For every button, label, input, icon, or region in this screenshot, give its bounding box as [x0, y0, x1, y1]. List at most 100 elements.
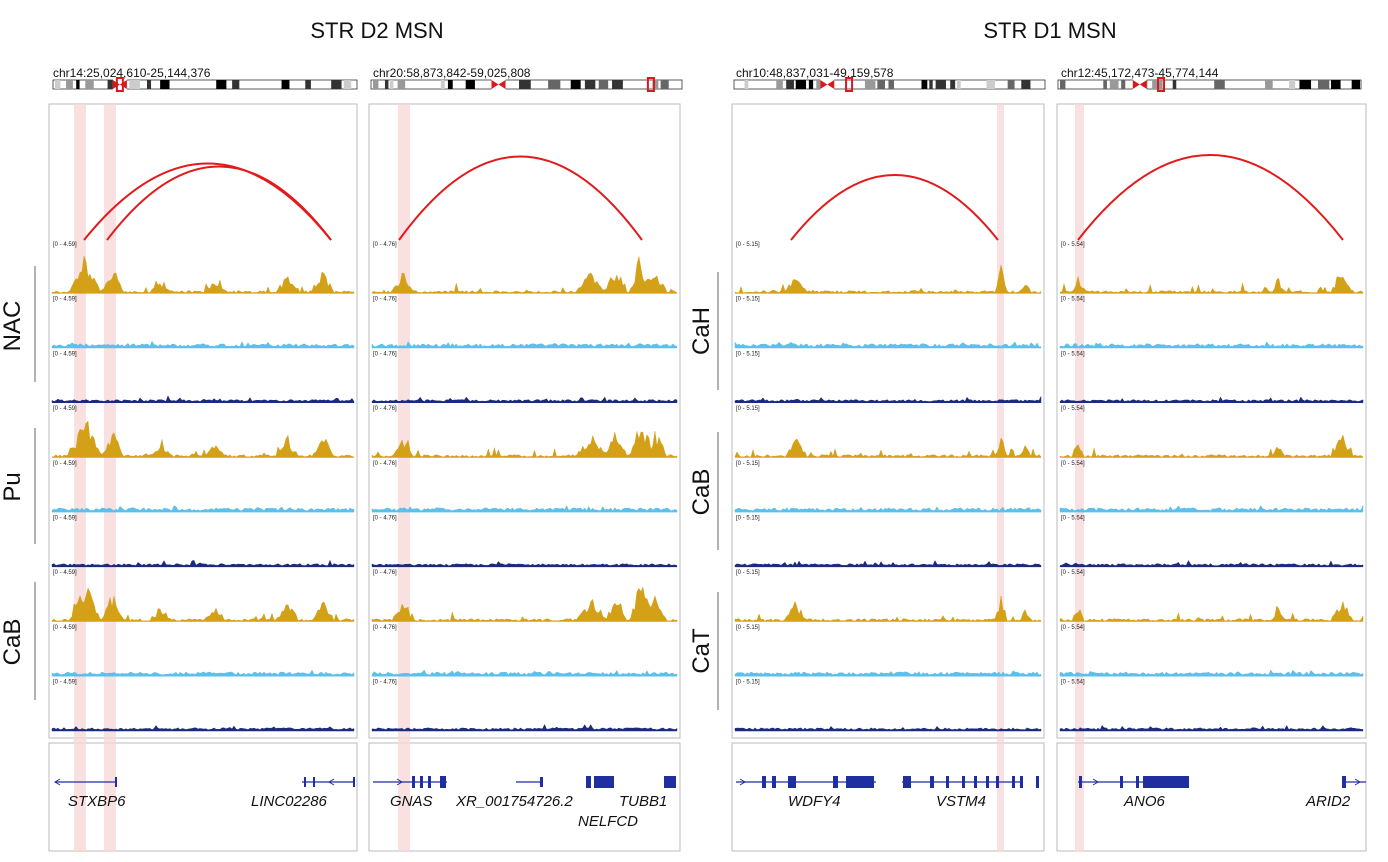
signal-track [734, 341, 1042, 348]
signal-track [371, 723, 678, 731]
track-scale-label: [0 - 4.76] [373, 516, 397, 522]
signal-track [1059, 559, 1364, 567]
signal-track [1059, 601, 1364, 622]
signal-tracks: [0 - 5.15] [0 - 5.15] [0 - 5.15] [0 - 5.15]… [734, 242, 1042, 732]
track-scale-label: [0 - 4.76] [373, 625, 397, 631]
panel-4-tracks-box [1056, 103, 1367, 739]
signal-track [734, 437, 1042, 458]
panel-2-tracks-box [368, 103, 681, 739]
track-scale-label: [0 - 5.15] [736, 516, 760, 522]
gene-label: STXBP6 [68, 793, 126, 810]
chromosome-ideogram [1057, 77, 1362, 92]
panel-4-region: chr12:45,172,473-45,774,144 [1061, 66, 1219, 80]
gene-label: TUBB1 [619, 793, 667, 810]
track-scale-label: [0 - 5.54] [1061, 516, 1085, 522]
gene-label: ARID2 [1305, 793, 1351, 810]
track-scale-label: [0 - 5.54] [1061, 297, 1085, 303]
signal-track [371, 505, 678, 513]
signal-track [1059, 341, 1364, 348]
gene-label: LINC02286 [251, 793, 328, 810]
signal-track [371, 669, 678, 677]
signal-track [1059, 276, 1364, 294]
signal-track [371, 396, 678, 403]
row-label-cab-d1: CaB [688, 469, 715, 516]
panel-4: chr12:45,172,473-45,774,144 [0 - 5.54][0… [1056, 66, 1367, 852]
signal-track [1059, 669, 1364, 677]
panel-3: chr10:48,837,031-49,159,578 [0 - 5.15][0… [731, 66, 1046, 852]
gene-label: XR_001754726.2 [455, 793, 573, 810]
track-scale-label: [0 - 5.15] [736, 625, 760, 631]
signal-track [371, 561, 678, 567]
loop-arc [1077, 154, 1344, 241]
signal-track [734, 264, 1042, 294]
signal-track [734, 506, 1042, 513]
signal-track [371, 431, 678, 458]
track-scale-label: [0 - 5.54] [1061, 461, 1085, 467]
signal-track [734, 396, 1042, 403]
signal-track [371, 256, 678, 294]
signal-tracks: [0 - 5.54] [0 - 5.54] [0 - 5.54] [0 - 5.54]… [1059, 242, 1364, 732]
track-scale-label: [0 - 5.15] [736, 680, 760, 686]
panel-3-tracks-box [731, 103, 1045, 739]
track-scale-label: [0 - 5.15] [736, 461, 760, 467]
loop-arc [106, 165, 332, 241]
signal-tracks: [0 - 4.59] [0 - 4.59] [0 - 4.59] [0 - 4.59]… [51, 242, 355, 732]
track-scale-label: [0 - 5.54] [1061, 570, 1085, 576]
signal-track [51, 255, 355, 294]
track-scale-label: [0 - 5.15] [736, 242, 760, 248]
signal-tracks: [0 - 4.76] [0 - 4.76] [0 - 4.76] [0 - 4.76]… [371, 242, 678, 732]
row-label-cat: CaT [688, 628, 715, 674]
panel-2: chr20:58,873,842-59,025,808 [0 - 4.76][0… [368, 66, 683, 852]
group-title-d1: STR D1 MSN [983, 18, 1116, 43]
signal-track [1059, 724, 1364, 731]
gene-label: WDFY4 [788, 793, 841, 810]
panel-3-genes-box [731, 742, 1045, 852]
loop-arc [398, 155, 643, 241]
track-scale-label: [0 - 5.15] [736, 351, 760, 357]
row-label-pu: Pu [0, 472, 26, 501]
track-scale-label: [0 - 4.59] [53, 406, 77, 412]
track-scale-label: [0 - 5.15] [736, 297, 760, 303]
track-scale-label: [0 - 4.76] [373, 351, 397, 357]
panel-2-region: chr20:58,873,842-59,025,808 [373, 66, 531, 80]
track-scale-label: [0 - 4.76] [373, 406, 397, 412]
track-scale-label: [0 - 4.76] [373, 242, 397, 248]
signal-track [371, 586, 678, 622]
signal-track [734, 595, 1042, 622]
track-scale-label: [0 - 5.15] [736, 570, 760, 576]
gene-label: NELFCD [578, 813, 638, 830]
track-scale-label: [0 - 4.76] [373, 570, 397, 576]
group-title-d2: STR D2 MSN [310, 18, 443, 43]
panel-1: chr14:25,024,610-25,144,376 [0 - 4.59] [0… [48, 66, 358, 852]
signal-track [51, 587, 355, 622]
track-scale-label: [0 - 4.59] [53, 242, 77, 248]
track-scale-label: [0 - 5.54] [1061, 406, 1085, 412]
loop-arc [790, 174, 999, 241]
signal-track [734, 560, 1042, 567]
loop-arc [83, 162, 332, 241]
chromosome-ideogram [733, 77, 1046, 92]
signal-track [51, 725, 355, 731]
row-label-nac: NAC [0, 301, 26, 352]
signal-track [371, 341, 678, 348]
track-scale-label: [0 - 4.76] [373, 680, 397, 686]
gene-label: ANO6 [1123, 793, 1166, 810]
gene-label: GNAS [390, 793, 433, 810]
chromosome-ideogram [370, 77, 683, 92]
track-scale-label: [0 - 5.54] [1061, 242, 1085, 248]
signal-track [51, 559, 355, 567]
chromosome-ideogram [52, 77, 358, 92]
panel-1-region: chr14:25,024,610-25,144,376 [53, 66, 211, 80]
track-scale-label: [0 - 4.76] [373, 297, 397, 303]
panel-3-region: chr10:48,837,031-49,159,578 [736, 66, 894, 80]
panel-4-genes-box [1056, 742, 1367, 852]
signal-track [1059, 396, 1364, 403]
gene-label: VSTM4 [936, 793, 986, 810]
panel-2-genes-box [368, 742, 681, 852]
signal-track [51, 669, 355, 677]
track-scale-label: [0 - 5.54] [1061, 351, 1085, 357]
track-scale-label: [0 - 5.54] [1061, 625, 1085, 631]
signal-track [51, 420, 355, 458]
signal-track [734, 670, 1042, 677]
